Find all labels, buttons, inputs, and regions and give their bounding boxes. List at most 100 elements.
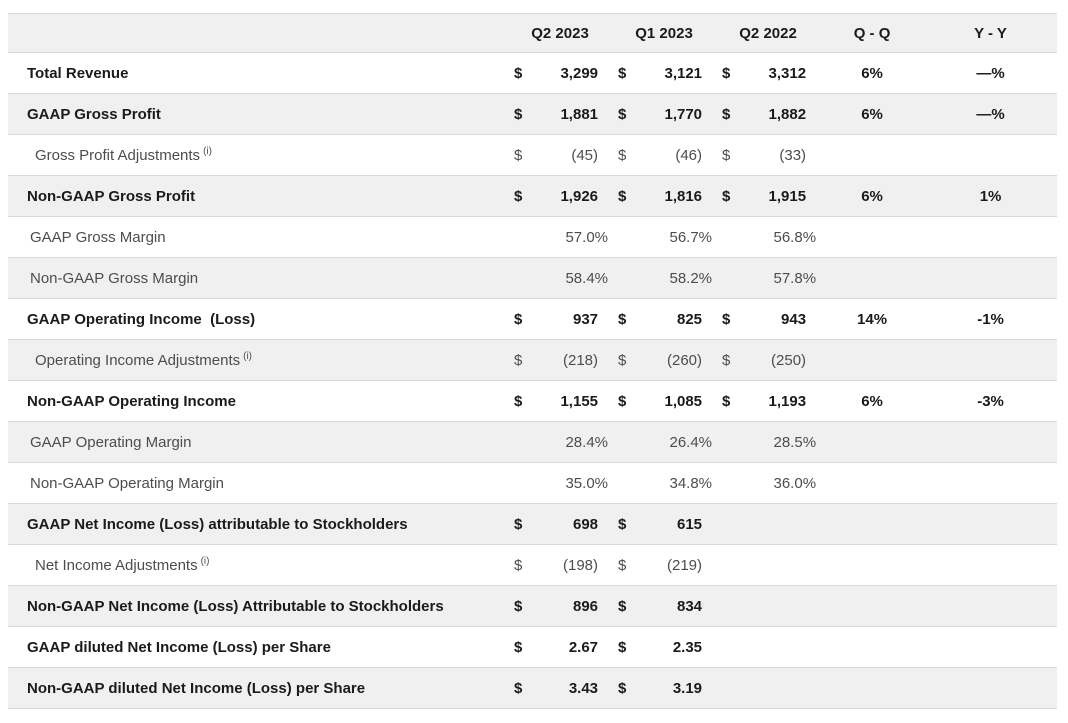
- currency-symbol-q1-2023: $: [618, 597, 627, 615]
- qoq-change-value: 6%: [861, 105, 883, 123]
- row-label: Non-GAAP diluted Net Income (Loss) per S…: [8, 668, 508, 709]
- currency-symbol-q1-2023: $: [618, 64, 627, 82]
- value-q1-2023: 834: [677, 597, 703, 615]
- currency-symbol-q1-2023: $: [618, 679, 627, 697]
- currency-symbol-q2-2022: $: [722, 310, 731, 328]
- currency-symbol-q2-2022: $: [722, 146, 731, 164]
- qoq-change-value: [820, 627, 924, 668]
- yoy-change-value: —%: [976, 64, 1005, 82]
- yoy-change-value: -3%: [977, 392, 1004, 410]
- row-label-text: GAAP Gross Margin: [30, 228, 166, 246]
- yoy-change-value: [924, 545, 1057, 586]
- currency-symbol-q2-2023: [508, 258, 534, 299]
- currency-symbol-q2-2022: [716, 463, 742, 504]
- yoy-change-value: 1%: [979, 187, 1002, 205]
- value-q1-2023: 56.7%: [669, 228, 713, 246]
- header-qoq: Q - Q: [853, 24, 891, 42]
- row-label-text: Non-GAAP Gross Margin: [30, 269, 199, 287]
- financial-results-table-container: Q2 2023 Q1 2023 Q2 2022 Q - Q Y - Y Tota…: [8, 13, 1058, 709]
- qoq-change-value: 14%: [857, 310, 888, 328]
- value-q2-2022: 36.0%: [773, 474, 817, 492]
- currency-symbol-q2-2023: $: [514, 679, 523, 697]
- currency-symbol-q2-2023: $: [514, 64, 523, 82]
- value-q1-2023: 825: [677, 310, 703, 328]
- value-q2-2023: 1,926: [560, 187, 599, 205]
- yoy-change-value: [924, 668, 1057, 709]
- value-q1-2023: 1,085: [664, 392, 703, 410]
- footnote-marker: (i): [243, 351, 252, 362]
- table-row: Non-GAAP Operating Margin 35.0% 34.8% 36…: [8, 462, 1058, 504]
- value-q2-2022: 57.8%: [773, 269, 817, 287]
- currency-symbol-q2-2022: [716, 668, 742, 709]
- value-q2-2022: [742, 504, 820, 545]
- value-q2-2022: [742, 586, 820, 627]
- value-q1-2023: (219): [667, 556, 703, 574]
- currency-symbol-q2-2022: $: [722, 392, 731, 410]
- row-label-text: GAAP Gross Profit: [27, 105, 161, 123]
- value-q2-2022: (33): [779, 146, 807, 164]
- currency-symbol-q1-2023: $: [618, 515, 627, 533]
- row-label: Non-GAAP Operating Margin: [8, 463, 508, 504]
- row-label-text: Net Income Adjustments: [35, 557, 198, 574]
- table-row: GAAP diluted Net Income (Loss) per Share…: [8, 626, 1058, 668]
- value-q2-2022: 1,915: [768, 187, 807, 205]
- currency-symbol-q1-2023: $: [618, 351, 627, 369]
- row-label-text: Non-GAAP diluted Net Income (Loss) per S…: [27, 679, 366, 697]
- row-label: GAAP Operating Margin: [8, 422, 508, 463]
- currency-symbol-q2-2023: [508, 422, 534, 463]
- yoy-change-value: [924, 258, 1057, 299]
- currency-symbol-q2-2022: [716, 504, 742, 545]
- value-q2-2022: [742, 545, 820, 586]
- qoq-change-value: [820, 422, 924, 463]
- row-label: Non-GAAP Operating Income: [8, 381, 508, 422]
- table-header: Q2 2023 Q1 2023 Q2 2022 Q - Q Y - Y: [8, 13, 1058, 53]
- yoy-change-value: [924, 586, 1057, 627]
- row-label-text: Operating Income Adjustments: [35, 352, 241, 369]
- row-label-text: GAAP Net Income (Loss) attributable to S…: [27, 515, 408, 533]
- header-q2-2022: Q2 2022: [739, 24, 797, 42]
- value-q2-2022: 1,193: [768, 392, 807, 410]
- value-q2-2022: [742, 668, 820, 709]
- table-row: Non-GAAP Gross Profit $ 1,926 $ 1,816 $ …: [8, 175, 1058, 217]
- header-q1-2023: Q1 2023: [635, 24, 693, 42]
- table-row: GAAP Gross Margin 57.0% 56.7% 56.8%: [8, 216, 1058, 258]
- value-q1-2023: 26.4%: [669, 433, 713, 451]
- row-label-text: GAAP diluted Net Income (Loss) per Share: [27, 638, 331, 656]
- table-row: Non-GAAP Net Income (Loss) Attributable …: [8, 585, 1058, 627]
- yoy-change-value: -1%: [977, 310, 1004, 328]
- currency-symbol-q2-2023: $: [514, 556, 523, 574]
- currency-symbol-q2-2022: [716, 627, 742, 668]
- qoq-change-value: [820, 545, 924, 586]
- table-row: Total Revenue $ 3,299 $ 3,121 $ 3,312 6%…: [8, 52, 1058, 94]
- value-q2-2022: 1,882: [768, 105, 807, 123]
- value-q1-2023: 615: [677, 515, 703, 533]
- row-label: GAAP diluted Net Income (Loss) per Share: [8, 627, 508, 668]
- value-q2-2022: 56.8%: [773, 228, 817, 246]
- row-label-text: GAAP Operating Margin: [30, 433, 192, 451]
- value-q2-2023: 896: [572, 597, 599, 615]
- footnote-marker: (i): [200, 556, 210, 567]
- row-label: GAAP Gross Margin: [8, 217, 508, 258]
- table-row: GAAP Operating Income (Loss) $ 937 $ 825…: [8, 298, 1058, 340]
- qoq-change-value: [820, 258, 924, 299]
- currency-symbol-q2-2023: $: [514, 351, 523, 369]
- row-label-text: Non-GAAP Gross Profit: [27, 187, 196, 205]
- value-q1-2023: 3.19: [672, 679, 703, 697]
- row-label-text: GAAP Operating Income (Loss): [27, 310, 256, 328]
- footnote-marker: (i): [203, 146, 212, 157]
- currency-symbol-q2-2022: $: [722, 187, 731, 205]
- value-q2-2022: (250): [771, 351, 807, 369]
- row-label-text: Gross Profit Adjustments: [35, 147, 201, 164]
- row-label: Non-GAAP Gross Margin: [8, 258, 508, 299]
- currency-symbol-q2-2023: $: [514, 187, 523, 205]
- value-q2-2023: 1,155: [560, 392, 599, 410]
- yoy-change-value: [924, 340, 1057, 381]
- value-q2-2023: (218): [562, 351, 599, 369]
- currency-symbol-q1-2023: [612, 463, 638, 504]
- currency-symbol-q2-2022: [716, 217, 742, 258]
- row-label: Operating Income Adjustments (i): [8, 340, 508, 381]
- value-q2-2023: 58.4%: [565, 269, 609, 287]
- currency-symbol-q2-2023: $: [514, 310, 523, 328]
- value-q2-2022: 3,312: [768, 64, 807, 82]
